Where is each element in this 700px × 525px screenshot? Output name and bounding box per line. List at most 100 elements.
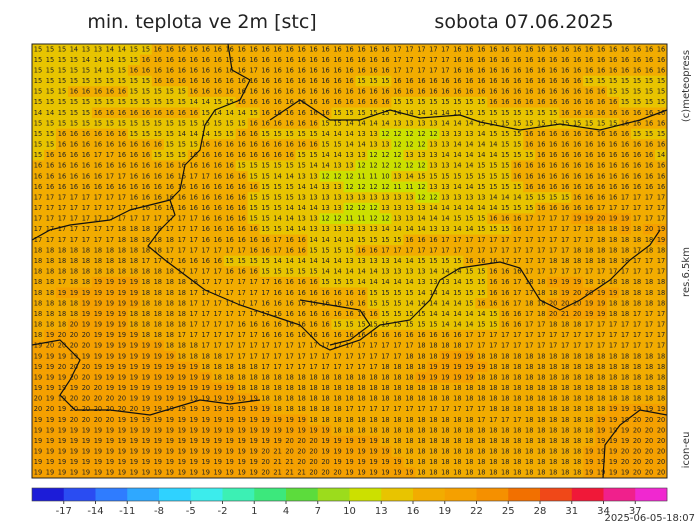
cell-value: 19: [237, 448, 245, 456]
cell-value: 16: [273, 119, 281, 127]
cell-value: 15: [261, 225, 269, 233]
cell-value: 20: [321, 469, 329, 477]
cell-fill: [583, 234, 596, 246]
cell-fill: [235, 319, 248, 331]
cell-value: 16: [58, 172, 66, 180]
cell-value: 17: [465, 331, 473, 339]
cell-value: 16: [297, 278, 305, 286]
cell-fill: [571, 96, 584, 108]
cell-fill: [343, 44, 356, 55]
cell-value: 13: [357, 130, 365, 138]
cell-value: 17: [633, 268, 641, 276]
cell-fill: [343, 382, 356, 394]
cell-value: 12: [357, 162, 365, 170]
cell-value: 16: [309, 331, 317, 339]
cell-fill: [403, 202, 416, 214]
cell-value: 12: [405, 130, 413, 138]
cell-value: 16: [285, 321, 293, 329]
cell-value: 17: [34, 225, 42, 233]
cell-value: 18: [154, 310, 162, 318]
cell-value: 18: [513, 405, 521, 413]
cell-value: 18: [357, 426, 365, 434]
cell-value: 16: [297, 77, 305, 85]
cell-fill: [355, 234, 368, 246]
cell-fill: [139, 107, 153, 119]
cell-value: 13: [441, 183, 449, 191]
cell-fill: [619, 298, 632, 309]
cell-value: 17: [202, 246, 210, 254]
cell-fill: [235, 308, 248, 320]
cell-value: 12: [345, 172, 353, 180]
cell-fill: [523, 149, 536, 161]
cell-value: 15: [405, 98, 413, 106]
cell-value: 18: [573, 416, 581, 424]
cell-value: 16: [489, 278, 497, 286]
cell-fill: [439, 287, 452, 299]
cell-value: 12: [333, 172, 341, 180]
cell-value: 15: [453, 98, 461, 106]
cell-fill: [211, 245, 224, 257]
cell-value: 15: [417, 98, 425, 106]
cell-fill: [319, 118, 332, 129]
cell-value: 17: [94, 151, 102, 159]
cell-value: 18: [621, 257, 629, 265]
cell-value: 16: [657, 172, 665, 180]
cell-fill: [79, 160, 93, 172]
cell-value: 16: [249, 183, 257, 191]
cell-value: 17: [537, 215, 545, 223]
cell-fill: [595, 213, 608, 225]
cell-fill: [319, 234, 332, 246]
cell-fill: [355, 107, 368, 119]
cell-value: 12: [429, 193, 437, 201]
cell-fill: [475, 266, 488, 278]
cell-value: 16: [645, 151, 653, 159]
cell-value: 16: [154, 109, 162, 117]
cell-value: 15: [369, 109, 377, 117]
cell-value: 20: [309, 448, 317, 456]
cell-fill: [415, 340, 428, 352]
cell-value: 16: [190, 109, 198, 117]
cell-fill: [391, 276, 404, 288]
cell-fill: [451, 54, 464, 66]
cell-fill: [32, 107, 45, 119]
cell-value: 18: [525, 448, 533, 456]
cell-value: 13: [393, 119, 401, 127]
cell-fill: [463, 75, 476, 87]
cell-value: 19: [249, 395, 257, 403]
cell-value: 19: [94, 310, 102, 318]
cell-fill: [127, 372, 141, 384]
cell-value: 16: [525, 77, 533, 85]
cell-value: 16: [273, 151, 281, 159]
cell-value: 16: [345, 299, 353, 307]
cell-fill: [547, 298, 560, 309]
cell-fill: [547, 245, 560, 257]
cell-value: 18: [405, 416, 413, 424]
cell-value: 15: [130, 45, 138, 53]
cell-fill: [379, 213, 392, 225]
cell-fill: [379, 171, 392, 182]
cell-fill: [535, 160, 548, 172]
cell-value: 14: [405, 299, 413, 307]
cell-fill: [115, 149, 129, 161]
cell-value: 15: [633, 77, 641, 85]
cell-value: 20: [285, 448, 293, 456]
cell-value: 16: [513, 66, 521, 74]
cell-fill: [607, 223, 620, 235]
cell-fill: [607, 128, 620, 140]
cell-value: 17: [261, 278, 269, 286]
cell-fill: [391, 319, 404, 331]
cell-fill: [595, 54, 608, 66]
cell-fill: [319, 255, 332, 267]
cell-fill: [55, 255, 69, 267]
cell-value: 15: [417, 310, 425, 318]
cell-value: 16: [297, 66, 305, 74]
colorbar-tick-label: 31: [565, 506, 578, 517]
cell-fill: [367, 350, 380, 362]
cell-fill: [367, 65, 380, 77]
cell-value: 15: [405, 289, 413, 297]
cell-value: 16: [573, 66, 581, 74]
cell-fill: [259, 298, 272, 309]
cell-fill: [547, 75, 560, 87]
cell-value: 16: [309, 141, 317, 149]
cell-value: 18: [657, 384, 665, 392]
